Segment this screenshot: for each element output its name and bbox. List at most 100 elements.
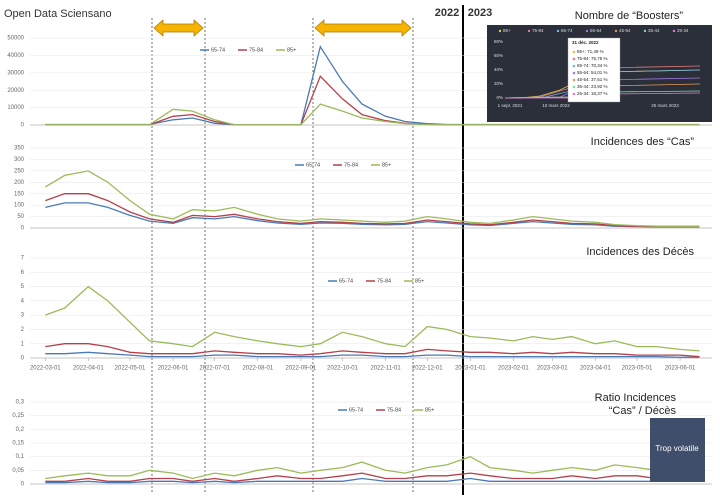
x-tick-label: 2022-07-01	[199, 366, 230, 372]
inset-legend-dot	[556, 29, 560, 33]
tooltip-dot	[572, 78, 576, 82]
inset-legend-dot	[672, 29, 676, 33]
y-tick-label: 200	[14, 180, 25, 186]
series-line	[45, 285, 700, 352]
y-tick-label: 0,15	[12, 441, 24, 447]
series-line	[45, 477, 700, 484]
y-tick-label: 10000	[7, 105, 24, 111]
tooltip-row: 75-84: 75,75 %	[577, 56, 608, 61]
series-line	[45, 343, 700, 358]
y-tick-label: 7	[21, 256, 25, 262]
page-title: Open Data Sciensano	[4, 8, 112, 20]
y-tick-label: 2	[21, 327, 25, 333]
panel-title: Nombre de “Boosters”	[575, 10, 684, 22]
inset-chart: 85+ 75-84 65-74 55-64 45-54 35-44 25-34 80% 60% 4…	[487, 25, 712, 122]
legend-label: 85+	[415, 278, 424, 284]
y-tick-label: 0,2	[16, 427, 25, 433]
y-tick-label: 250	[14, 168, 25, 174]
y-tick-label: 0	[21, 226, 25, 232]
note-text: Trop volatile	[655, 444, 699, 453]
inset-legend-label: 25-34	[677, 28, 689, 33]
x-tick-label: 2023-03-01	[537, 366, 568, 372]
x-tick-label: 2023-06-01	[665, 366, 696, 372]
tooltip-dot	[572, 85, 576, 89]
tooltip-dot	[572, 57, 576, 61]
inset-legend-label: 65-74	[561, 28, 573, 33]
panel-subtitle: “Cas” / Décès	[609, 405, 677, 417]
y-tick-label: 0	[21, 123, 25, 129]
y-tick-label: 6	[21, 270, 25, 276]
y-tick-label: 0	[21, 356, 25, 362]
y-tick-label: 0	[21, 482, 25, 488]
inset-legend-dot	[614, 29, 618, 33]
x-tick-label: 2022-10-01	[327, 366, 358, 372]
tooltip-row: 25-34: 18,37 %	[577, 91, 608, 96]
x-tick-label: 2022-04-01	[73, 366, 104, 372]
inset-y-tick: 20%	[494, 81, 503, 86]
legend-label: 65-74	[211, 47, 225, 53]
tooltip-row: 85+: 71,49 %	[577, 49, 604, 54]
y-tick-label: 100	[14, 203, 25, 209]
inset-x-label: 25 mars 2023	[651, 103, 679, 108]
inset-y-tick: 80%	[494, 39, 503, 44]
legend-label: 85+	[382, 162, 391, 168]
series-line	[45, 455, 700, 480]
y-tick-label: 150	[14, 191, 25, 197]
inset-x-label: 1 sept. 2021	[498, 103, 523, 108]
y-tick-label: 0,05	[12, 468, 24, 474]
tooltip-dot	[572, 92, 576, 96]
legend-label: 65-74	[339, 278, 353, 284]
year-label: 2023	[468, 7, 492, 19]
inset-legend-label: 85+	[503, 28, 511, 33]
x-tick-label: 2022-03-01	[30, 366, 61, 372]
inset-y-tick: 60%	[494, 53, 503, 58]
y-tick-label: 0,3	[16, 400, 25, 406]
x-tick-label: 2023-01-01	[455, 366, 486, 372]
series-line	[45, 103, 700, 126]
tooltip-dot	[572, 50, 576, 54]
x-tick-label: 2022-06-01	[158, 366, 189, 372]
x-tick-label: 2022-08-01	[242, 366, 273, 372]
inset-legend-label: 45-54	[619, 28, 631, 33]
x-tick-label: 2022-12-01	[412, 366, 443, 372]
x-tick-label: 2023-05-01	[622, 366, 653, 372]
legend-label: 85+	[425, 407, 434, 413]
inset-legend-dot	[585, 29, 589, 33]
x-tick-label: 2023-02-01	[498, 366, 529, 372]
plots: Nombre de “Boosters”01000020000300004000…	[7, 10, 712, 488]
y-tick-label: 1	[21, 341, 25, 347]
series-line	[45, 193, 700, 228]
year-label: 2022	[435, 7, 459, 19]
x-tick-label: 2022-11-01	[370, 366, 401, 372]
y-tick-label: 0,1	[16, 454, 25, 460]
y-tick-label: 350	[14, 146, 25, 152]
y-tick-label: 40000	[7, 53, 24, 59]
inset-y-tick: 40%	[494, 67, 503, 72]
x-tick-label: 2023-04-01	[580, 366, 611, 372]
x-tick-label: 2022-05-01	[115, 366, 146, 372]
inset-legend-label: 75-84	[532, 28, 544, 33]
x-tick-label: 2022-09-01	[286, 366, 317, 372]
tooltip-dot	[572, 64, 576, 68]
y-tick-label: 5	[21, 284, 25, 290]
legend-label: 65-74	[349, 407, 363, 413]
inset-legend-dot	[498, 29, 502, 33]
period-markers	[151, 18, 414, 492]
inset-legend-dot	[643, 29, 647, 33]
inset-y-tick: 0%	[496, 95, 503, 100]
y-tick-label: 30000	[7, 70, 24, 76]
legend-label: 85+	[287, 47, 296, 53]
y-tick-label: 4	[21, 298, 25, 304]
tooltip-row: 55-64: 54,01 %	[577, 70, 608, 75]
series-line	[45, 351, 700, 358]
y-tick-label: 20000	[7, 88, 24, 94]
panel-title: Ratio Incidences	[595, 392, 677, 404]
inset-legend-label: 35-44	[648, 28, 660, 33]
inset-legend-label: 55-64	[590, 28, 602, 33]
y-tick-label: 3	[21, 313, 25, 319]
note-box	[650, 418, 705, 482]
legend-label: 75-84	[377, 278, 391, 284]
legend-label: 75-84	[387, 407, 401, 413]
tooltip-row: 65-74: 70,34 %	[577, 63, 608, 68]
